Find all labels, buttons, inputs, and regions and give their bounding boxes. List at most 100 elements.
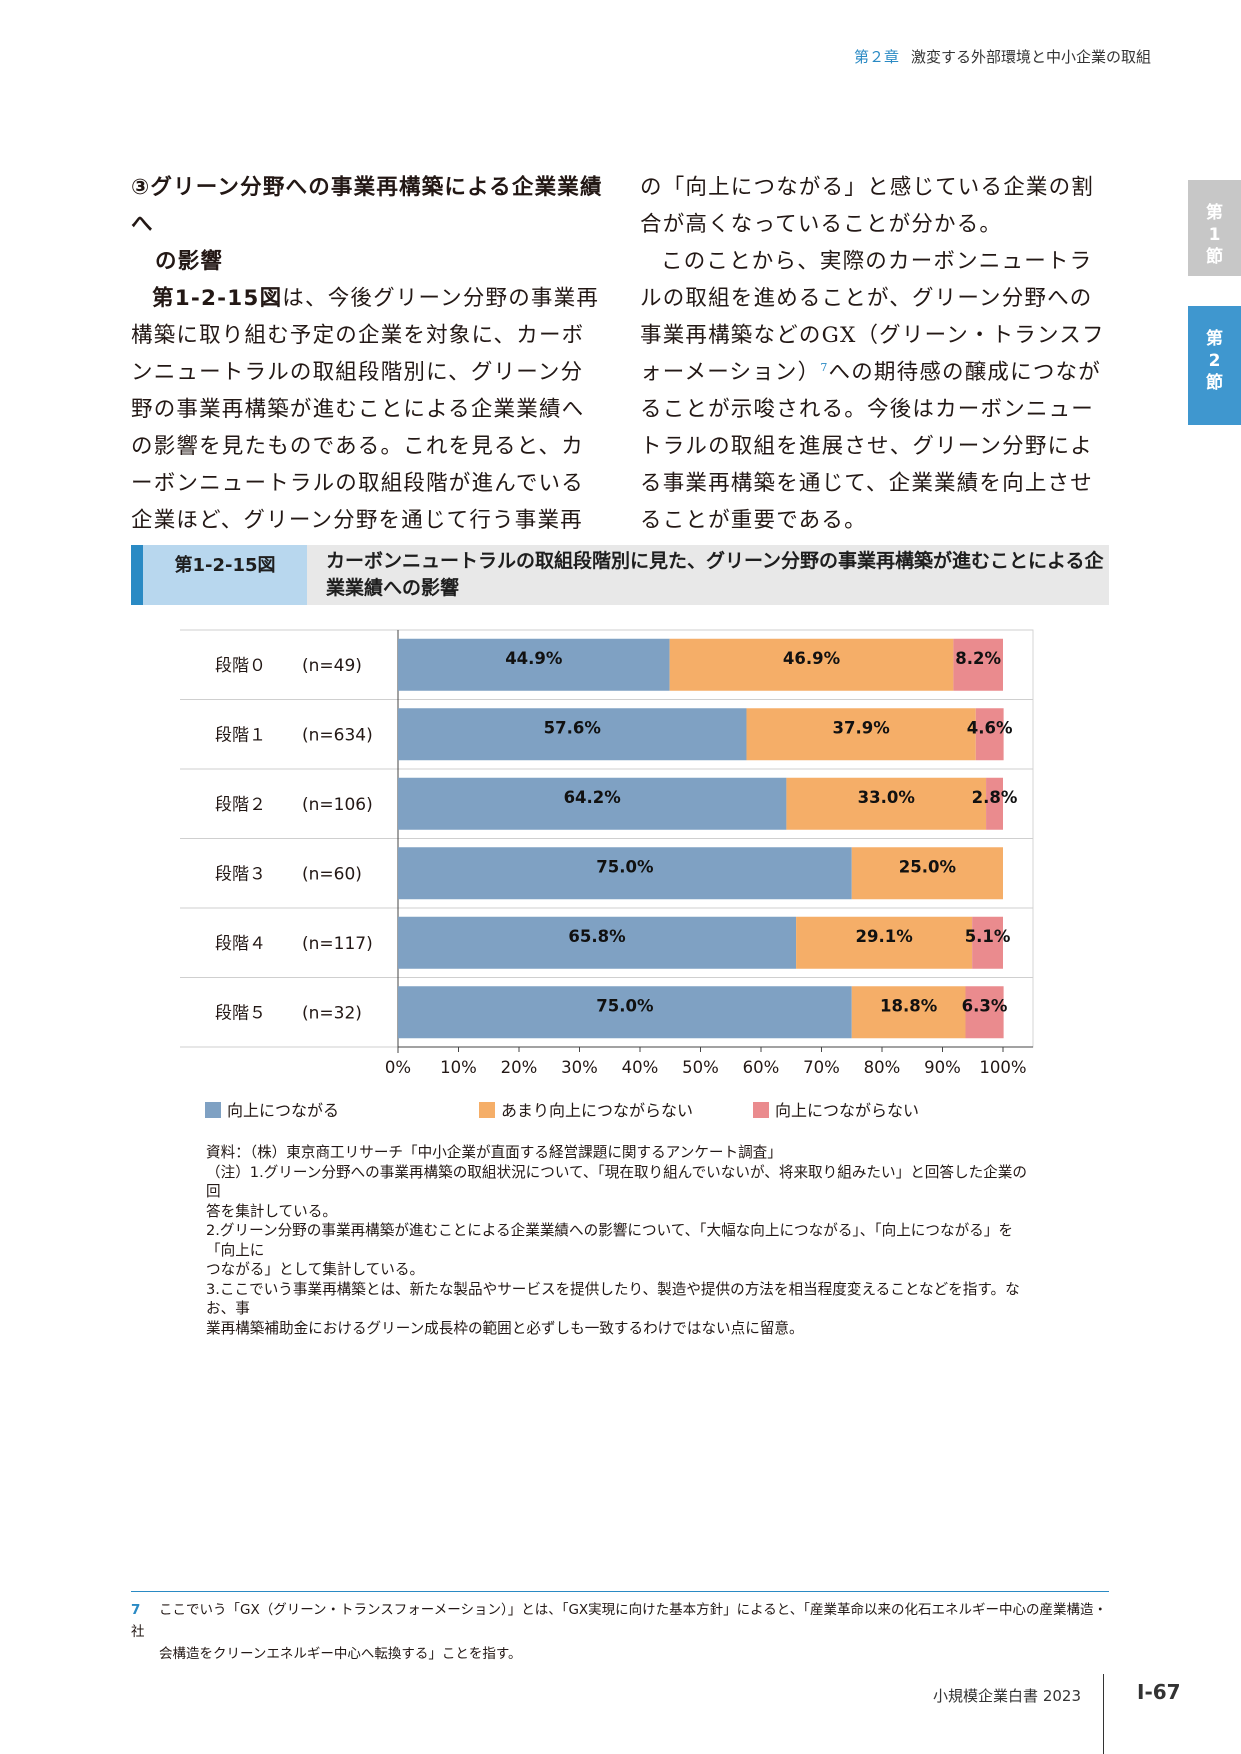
- sample-size-label: (n=106): [302, 795, 373, 815]
- x-tick-label: 60%: [743, 1058, 780, 1077]
- bar-segment: [398, 916, 797, 969]
- legend-item-slight: あまり向上につながらない: [479, 1097, 693, 1121]
- paragraph-1-text: は、今後グリーン分野の事業再構築に取り組む予定の企業を対象に、カーボンニュートラ…: [131, 286, 600, 570]
- note-1-cont: 答を集計している。: [206, 1202, 337, 1220]
- tab-char: 節: [1206, 373, 1223, 393]
- section-heading-line1: ③グリーン分野への事業再構築による企業業績へ: [131, 175, 603, 237]
- bar-segment: [796, 916, 973, 969]
- note-1: （注）1.グリーン分野への事業再構築の取組状況について、「現在取り組んでいないが…: [206, 1163, 1027, 1201]
- category-label: 段階１: [215, 725, 266, 745]
- bar-segment: [786, 777, 987, 830]
- bar-segment: [953, 638, 1003, 691]
- data-label: 75.0%: [596, 996, 654, 1015]
- data-label: 64.2%: [564, 788, 622, 807]
- chapter-title: 激変する外部環境と中小企業の取組: [910, 48, 1151, 66]
- chapter-label: 第２章: [853, 48, 899, 66]
- body-column-left: ③グリーン分野への事業再構築による企業業績へ の影響 第1-2-15図は、今後グ…: [131, 169, 603, 576]
- x-tick-label: 90%: [924, 1058, 961, 1077]
- data-label: 6.3%: [962, 996, 1008, 1015]
- footnote-divider: [131, 1591, 1109, 1592]
- bar-segment: [398, 777, 787, 830]
- note-3: 3.ここでいう事業再構築とは、新たな製品やサービスを提供したり、製造や提供の方法…: [206, 1280, 1020, 1318]
- x-tick-label: 0%: [385, 1058, 411, 1077]
- note-2: 2.グリーン分野の事業再構築が進むことによる企業業績への影響について、「大幅な向…: [206, 1222, 1013, 1259]
- data-label: 4.6%: [967, 718, 1013, 737]
- paragraph-1: 第1-2-15図は、今後グリーン分野の事業再構築に取り組む予定の企業を対象に、カ…: [131, 280, 603, 576]
- bar-segment: [669, 638, 954, 691]
- bar-segment: [965, 986, 1004, 1039]
- bar-segment: [986, 777, 1003, 830]
- x-tick-label: 20%: [501, 1058, 538, 1077]
- bar-segment: [975, 708, 1004, 761]
- sample-size-label: (n=32): [302, 1003, 362, 1023]
- legend-item-improve: 向上につながる: [205, 1097, 339, 1121]
- footnote-text: ここでいう「GX（グリーン・トランスフォーメーション）」とは、「GX実現に向けた…: [131, 1602, 1107, 1640]
- bar-segment: [398, 638, 670, 691]
- legend-swatch: [753, 1102, 769, 1118]
- publication-name: 小規模企業白書 2023: [933, 1687, 1081, 1705]
- page-number: Ⅰ-67: [1137, 1680, 1181, 1704]
- data-label: 5.1%: [965, 927, 1011, 946]
- data-label: 8.2%: [955, 649, 1001, 668]
- data-label: 25.0%: [899, 857, 957, 876]
- legend-item-no-improve: 向上につながらない: [753, 1097, 919, 1121]
- figure-title: カーボンニュートラルの取組段階別に見た、グリーン分野の事業再構築が進むことによる…: [326, 550, 1104, 599]
- bar-segment: [972, 916, 1003, 969]
- bar-segment: [398, 708, 747, 761]
- paragraph-2-text-b: への期待感の醸成につながることが示唆される。今後はカーボンニュートラルの取組を進…: [640, 360, 1101, 533]
- footnote-number: 7: [131, 1602, 141, 1618]
- figure-accent-stripe: [131, 545, 143, 605]
- paragraph-2-text-a: このことから、実際のカーボンニュートラルの取組を進めることが、グリーン分野への事…: [640, 249, 1105, 385]
- bar-segment: [398, 986, 852, 1039]
- stacked-bar-chart: 段階０ (n=49) 44.9% 46.9% 8.2% 段階１ (n=634) 57.6% 37…: [180, 629, 1034, 1077]
- data-label: 65.8%: [568, 927, 626, 946]
- category-label: 段階３: [215, 864, 266, 884]
- section-heading: ③グリーン分野への事業再構築による企業業績へ の影響: [131, 169, 603, 280]
- note-3-cont: 業再構築補助金におけるグリーン成長枠の範囲と必ずしも一致するわけではない点に留意…: [206, 1319, 804, 1337]
- legend-swatch: [479, 1102, 495, 1118]
- x-tick-label: 70%: [803, 1058, 840, 1077]
- bar-segment: [398, 847, 852, 900]
- figure-reference[interactable]: 第1-2-15図: [152, 286, 283, 311]
- data-label: 46.9%: [783, 649, 841, 668]
- footer-divider: [1103, 1674, 1104, 1754]
- bar-segment: [746, 708, 976, 761]
- x-tick-label: 40%: [622, 1058, 659, 1077]
- note-2-cont: つながる」として集計している。: [206, 1261, 425, 1278]
- tab-char: 第: [1206, 203, 1223, 223]
- bar-segment: [851, 847, 1003, 900]
- legend-swatch: [205, 1102, 221, 1118]
- category-label: 段階２: [215, 795, 266, 815]
- tab-section-1[interactable]: 第 1 節: [1188, 180, 1241, 276]
- sample-size-label: (n=60): [302, 864, 362, 884]
- category-label: 段階５: [215, 1003, 266, 1023]
- tab-char: 節: [1206, 247, 1223, 267]
- tab-section-2[interactable]: 第 2 節: [1188, 306, 1241, 425]
- category-label: 段階０: [215, 656, 266, 676]
- source-note: 資料：（株）東京商工リサーチ「中小企業が直面する経営課題に関するアンケート調査」: [206, 1144, 782, 1161]
- legend-label: 向上につながる: [227, 1101, 340, 1120]
- footnote-text-cont: 会構造をクリーンエネルギー中心へ転換する」ことを指す。: [159, 1646, 522, 1662]
- tab-char: 1: [1208, 225, 1221, 245]
- data-label: 37.9%: [833, 718, 891, 737]
- tab-char: 2: [1208, 351, 1221, 371]
- x-tick-label: 100%: [979, 1058, 1026, 1077]
- data-label: 75.0%: [596, 857, 654, 876]
- paragraph-1-continued: の「向上につながる」と感じている企業の割合が高くなっていることが分かる。: [640, 175, 1095, 237]
- data-label: 18.8%: [880, 996, 938, 1015]
- running-header: 第２章 激変する外部環境と中小企業の取組: [854, 46, 1151, 67]
- x-tick-label: 30%: [561, 1058, 598, 1077]
- data-label: 44.9%: [505, 649, 563, 668]
- footnote-marker[interactable]: 7: [820, 360, 829, 374]
- data-label: 57.6%: [544, 718, 602, 737]
- sample-size-label: (n=49): [302, 656, 362, 676]
- tab-char: 第: [1206, 329, 1223, 349]
- sample-size-label: (n=117): [302, 934, 373, 954]
- data-label: 33.0%: [858, 788, 916, 807]
- footnote: 7 ここでいう「GX（グリーン・トランスフォーメーション）」とは、「GX実現に向け…: [131, 1599, 1111, 1665]
- data-label: 2.8%: [972, 788, 1018, 807]
- sample-size-label: (n=634): [302, 725, 373, 745]
- x-tick-label: 10%: [440, 1058, 477, 1077]
- x-tick-label: 50%: [682, 1058, 719, 1077]
- legend-label: あまり向上につながらない: [501, 1101, 694, 1120]
